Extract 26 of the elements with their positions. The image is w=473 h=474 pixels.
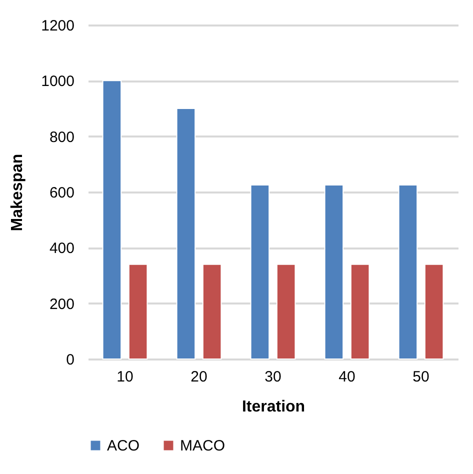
bar xyxy=(202,264,222,360)
y-tick-label: 400 xyxy=(49,240,74,258)
x-tick-label: 50 xyxy=(412,368,430,386)
bar xyxy=(176,108,196,360)
bar xyxy=(128,264,148,360)
x-tick-label: 30 xyxy=(264,368,282,386)
legend-label: MACO xyxy=(180,438,225,455)
y-tick-label: 0 xyxy=(66,352,74,368)
legend-label: ACO xyxy=(107,438,140,455)
y-tick-label: 800 xyxy=(49,128,74,146)
x-tick-label: 40 xyxy=(338,368,356,386)
y-tick-label: 1000 xyxy=(41,73,74,90)
bar xyxy=(102,80,122,360)
bar xyxy=(350,264,370,360)
bar xyxy=(250,184,270,360)
bar xyxy=(276,264,296,360)
y-axis-title: Makespan xyxy=(9,154,26,232)
y-tick-label: 200 xyxy=(49,296,74,313)
bar xyxy=(424,264,444,360)
bar xyxy=(324,184,344,360)
x-tick-label: 20 xyxy=(190,368,208,386)
y-tick-label: 600 xyxy=(49,184,74,202)
x-tick-label: 10 xyxy=(116,368,134,386)
bar xyxy=(398,184,418,360)
y-tick-label: 1200 xyxy=(41,18,74,34)
x-axis-title: Iteration xyxy=(242,398,306,416)
